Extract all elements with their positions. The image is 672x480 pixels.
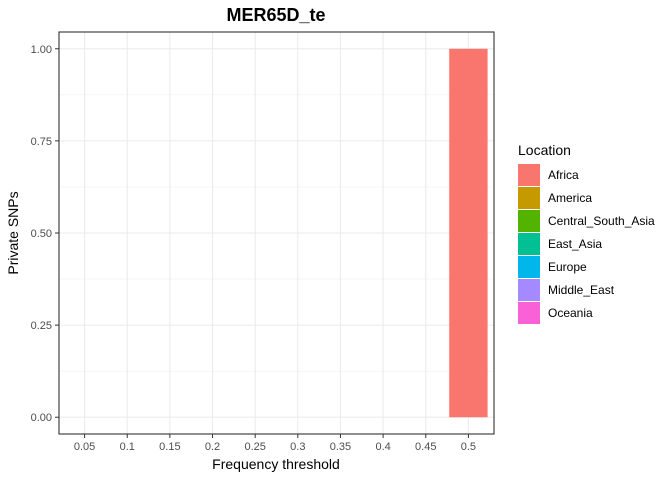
legend-key-oceania (518, 302, 540, 324)
legend-label-middle-east: Middle_East (548, 283, 615, 297)
x-tick-label: 0.2 (205, 441, 220, 453)
y-tick-label: 0.00 (31, 412, 52, 424)
legend-title: Location (518, 142, 571, 158)
y-tick-label: 0.25 (31, 320, 52, 332)
x-tick-label: 0.45 (415, 441, 436, 453)
legend-key-central-south-asia (518, 210, 540, 232)
y-tick-label: 0.50 (31, 228, 52, 240)
x-tick-label: 0.25 (244, 441, 265, 453)
legend-key-east-asia (518, 233, 540, 255)
chart-title: MER65D_te (226, 5, 325, 25)
legend-key-africa (518, 164, 540, 186)
legend-label-europe: Europe (548, 260, 587, 274)
x-tick-label: 0.05 (74, 441, 95, 453)
legend: Location Africa America Central_South_Asia… (518, 142, 655, 324)
legend-key-america (518, 187, 540, 209)
x-tick-label: 0.1 (120, 441, 135, 453)
y-tick-label: 1.00 (31, 44, 52, 56)
bar-africa (449, 48, 488, 418)
legend-label-central-south-asia: Central_South_Asia (548, 214, 655, 228)
legend-label-east-asia: East_Asia (548, 237, 602, 251)
x-tick-label: 0.4 (375, 441, 390, 453)
legend-key-europe (518, 256, 540, 278)
y-axis-title: Private SNPs (5, 191, 21, 274)
panel-border (58, 31, 495, 435)
plot-panel: 0.00 0.25 0.50 0.75 1.00 0.05 0.1 0.15 0.2 0.25 0.… (31, 31, 495, 453)
legend-label-africa: Africa (548, 168, 579, 182)
legend-label-america: America (548, 191, 592, 205)
y-tick-label: 0.75 (31, 136, 52, 148)
x-tick-label: 0.5 (461, 441, 476, 453)
x-tick-label: 0.3 (290, 441, 305, 453)
legend-label-oceania: Oceania (548, 306, 593, 320)
x-tick-label: 0.35 (330, 441, 351, 453)
x-tick-label: 0.15 (159, 441, 180, 453)
x-axis-title: Frequency threshold (212, 456, 340, 472)
legend-key-middle-east (518, 279, 540, 301)
